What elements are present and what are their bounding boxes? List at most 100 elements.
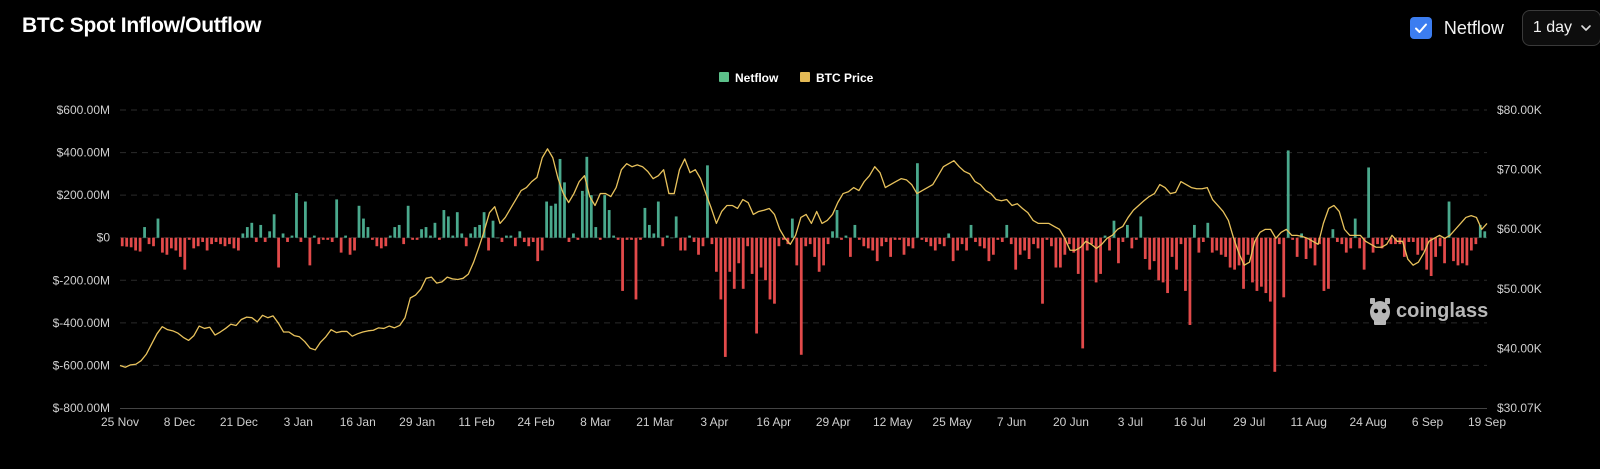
netflow-bar[interactable] [424, 227, 428, 238]
netflow-bar[interactable] [1273, 237, 1277, 372]
netflow-bar[interactable] [688, 235, 691, 238]
netflow-bar[interactable] [1322, 237, 1326, 291]
netflow-bar[interactable] [857, 237, 861, 240]
netflow-bar[interactable] [1126, 224, 1129, 238]
netflow-bar[interactable] [1282, 237, 1286, 298]
netflow-bar[interactable] [706, 165, 709, 238]
netflow-bar[interactable] [1023, 237, 1027, 251]
netflow-bar[interactable] [263, 237, 267, 242]
netflow-bar[interactable] [129, 237, 133, 248]
legend-label-netflow[interactable]: Netflow [735, 71, 779, 85]
netflow-bar[interactable] [1215, 237, 1219, 251]
netflow-bar[interactable] [670, 237, 674, 239]
netflow-bar[interactable] [1184, 237, 1187, 291]
netflow-bar[interactable] [652, 233, 656, 238]
netflow-bar[interactable] [1349, 237, 1353, 249]
netflow-bar[interactable] [214, 237, 218, 242]
netflow-bar[interactable] [455, 212, 459, 238]
netflow-bar[interactable] [898, 237, 901, 240]
netflow-bar[interactable] [1434, 237, 1438, 257]
netflow-bar[interactable] [1416, 237, 1420, 255]
netflow-bar[interactable] [509, 235, 513, 238]
netflow-bar[interactable] [643, 207, 647, 238]
netflow-bar[interactable] [388, 235, 392, 238]
netflow-bar[interactable] [719, 237, 723, 300]
netflow-bar[interactable] [312, 235, 316, 238]
netflow-bar[interactable] [1094, 237, 1098, 283]
netflow-bar[interactable] [308, 237, 312, 266]
netflow-bar[interactable] [1376, 237, 1379, 245]
netflow-bar[interactable] [875, 237, 879, 262]
netflow-bar[interactable] [1072, 237, 1076, 253]
netflow-bar[interactable] [1166, 237, 1169, 294]
netflow-bar[interactable] [420, 229, 423, 238]
netflow-bar[interactable] [1206, 222, 1210, 238]
netflow-bar[interactable] [335, 199, 339, 238]
netflow-bar[interactable] [920, 237, 924, 240]
netflow-bar[interactable] [1456, 237, 1460, 266]
netflow-bar[interactable] [1447, 201, 1451, 238]
netflow-bar[interactable] [697, 237, 700, 255]
netflow-bar[interactable] [862, 237, 866, 247]
netflow-bar[interactable] [554, 203, 557, 238]
netflow-bar[interactable] [1429, 237, 1433, 277]
netflow-bar[interactable] [665, 235, 669, 238]
netflow-bar[interactable] [737, 237, 741, 264]
netflow-bar[interactable] [853, 224, 857, 238]
netflow-bar[interactable] [1251, 237, 1254, 283]
netflow-bar[interactable] [938, 237, 942, 245]
netflow-bar[interactable] [1112, 220, 1116, 238]
netflow-bar[interactable] [223, 237, 227, 247]
netflow-bar[interactable] [893, 237, 897, 240]
netflow-bar[interactable] [272, 214, 276, 238]
netflow-bar[interactable] [612, 235, 616, 238]
netflow-bar[interactable] [911, 237, 915, 249]
netflow-bar[interactable] [835, 210, 839, 238]
netflow-bar[interactable] [1277, 237, 1281, 245]
netflow-bar[interactable] [1170, 237, 1174, 257]
netflow-bar[interactable] [330, 237, 334, 242]
netflow-bar[interactable] [134, 237, 138, 251]
netflow-bar[interactable] [1139, 216, 1143, 238]
netflow-bar[interactable] [169, 237, 173, 249]
netflow-bar[interactable] [464, 237, 468, 247]
netflow-bar[interactable] [1210, 237, 1214, 253]
netflow-bar[interactable] [1224, 237, 1228, 257]
netflow-bar[interactable] [782, 237, 785, 240]
netflow-bar[interactable] [795, 237, 799, 266]
netflow-bar[interactable] [1117, 237, 1120, 264]
netflow-bar[interactable] [371, 237, 374, 240]
netflow-bar[interactable] [339, 237, 343, 253]
netflow-bar[interactable] [165, 237, 169, 255]
netflow-bar[interactable] [1483, 231, 1487, 238]
netflow-bar[interactable] [692, 237, 696, 242]
netflow-bar[interactable] [1063, 237, 1067, 255]
netflow-bar[interactable] [1327, 237, 1330, 289]
netflow-bar[interactable] [1286, 150, 1290, 238]
netflow-bar[interactable] [362, 218, 365, 238]
netflow-bar[interactable] [1367, 167, 1370, 238]
netflow-bar[interactable] [598, 237, 602, 240]
netflow-bar[interactable] [1246, 237, 1250, 255]
netflow-bar[interactable] [518, 231, 522, 238]
netflow-bar[interactable] [826, 237, 830, 245]
netflow-bar[interactable] [1268, 237, 1272, 302]
netflow-bar[interactable] [174, 237, 178, 251]
netflow-bar[interactable] [295, 193, 298, 238]
netflow-bar[interactable] [375, 237, 379, 247]
netflow-bar[interactable] [607, 210, 611, 238]
netflow-bar[interactable] [451, 235, 455, 238]
netflow-bar[interactable] [1411, 237, 1415, 242]
netflow-bar[interactable] [1228, 237, 1232, 268]
netflow-bar[interactable] [281, 233, 285, 238]
netflow-toggle-label[interactable]: Netflow [1443, 17, 1504, 38]
netflow-bar[interactable] [500, 237, 504, 242]
netflow-bar[interactable] [942, 237, 946, 247]
netflow-bar[interactable] [625, 237, 629, 240]
netflow-bar[interactable] [844, 235, 848, 238]
netflow-bar[interactable] [929, 237, 933, 247]
netflow-bar[interactable] [799, 237, 803, 355]
netflow-bar[interactable] [1058, 237, 1062, 268]
netflow-bar[interactable] [773, 237, 776, 304]
netflow-bar[interactable] [965, 237, 968, 251]
